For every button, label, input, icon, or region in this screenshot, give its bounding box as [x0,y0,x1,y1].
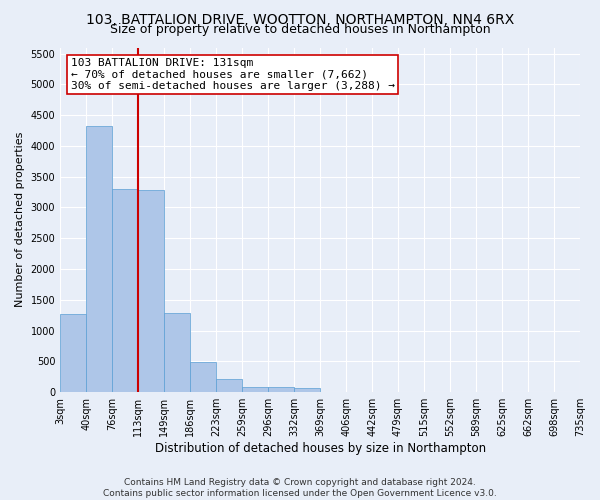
Bar [294,388,320,392]
Bar [216,379,242,392]
Bar [190,362,216,392]
Bar [268,388,294,392]
Text: Contains HM Land Registry data © Crown copyright and database right 2024.
Contai: Contains HM Land Registry data © Crown c… [103,478,497,498]
Bar [242,386,268,392]
X-axis label: Distribution of detached houses by size in Northampton: Distribution of detached houses by size … [155,442,485,455]
Text: 103, BATTALION DRIVE, WOOTTON, NORTHAMPTON, NN4 6RX: 103, BATTALION DRIVE, WOOTTON, NORTHAMPT… [86,12,514,26]
Bar [112,189,138,392]
Y-axis label: Number of detached properties: Number of detached properties [15,132,25,308]
Bar [164,314,190,392]
Text: 103 BATTALION DRIVE: 131sqm
← 70% of detached houses are smaller (7,662)
30% of : 103 BATTALION DRIVE: 131sqm ← 70% of det… [71,58,395,91]
Text: Size of property relative to detached houses in Northampton: Size of property relative to detached ho… [110,22,490,36]
Bar [60,314,86,392]
Bar [138,190,164,392]
Bar [86,126,112,392]
